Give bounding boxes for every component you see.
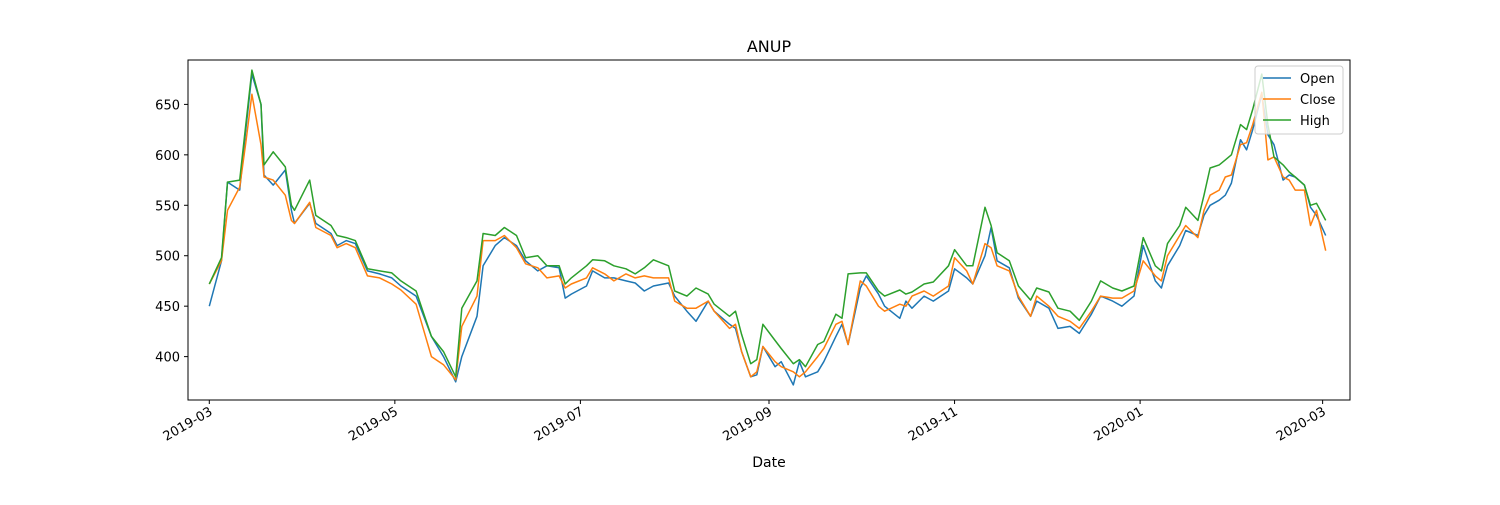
y-tick-label: 400 [155, 351, 180, 366]
y-tick-label: 500 [155, 250, 180, 265]
y-tick-label: 600 [155, 149, 180, 164]
y-tick-label: 550 [155, 199, 180, 214]
series-line-high [208, 69, 1327, 378]
legend-label-open: Open [1300, 72, 1335, 87]
x-axis-label: Date [752, 455, 785, 471]
y-axis: 400 450 500 550 600 650 [155, 98, 188, 366]
legend: Open Close High [1254, 65, 1344, 135]
legend-label-high: High [1300, 114, 1330, 129]
legend-label-close: Close [1300, 93, 1335, 108]
y-tick-label: 650 [155, 98, 180, 113]
chart-title: ANUP [747, 37, 792, 56]
legend-box [1254, 65, 1344, 135]
plot-area [187, 59, 1351, 401]
series-line-close [208, 91, 1327, 381]
y-tick-label: 450 [155, 300, 180, 315]
series-line-open [208, 73, 1327, 386]
